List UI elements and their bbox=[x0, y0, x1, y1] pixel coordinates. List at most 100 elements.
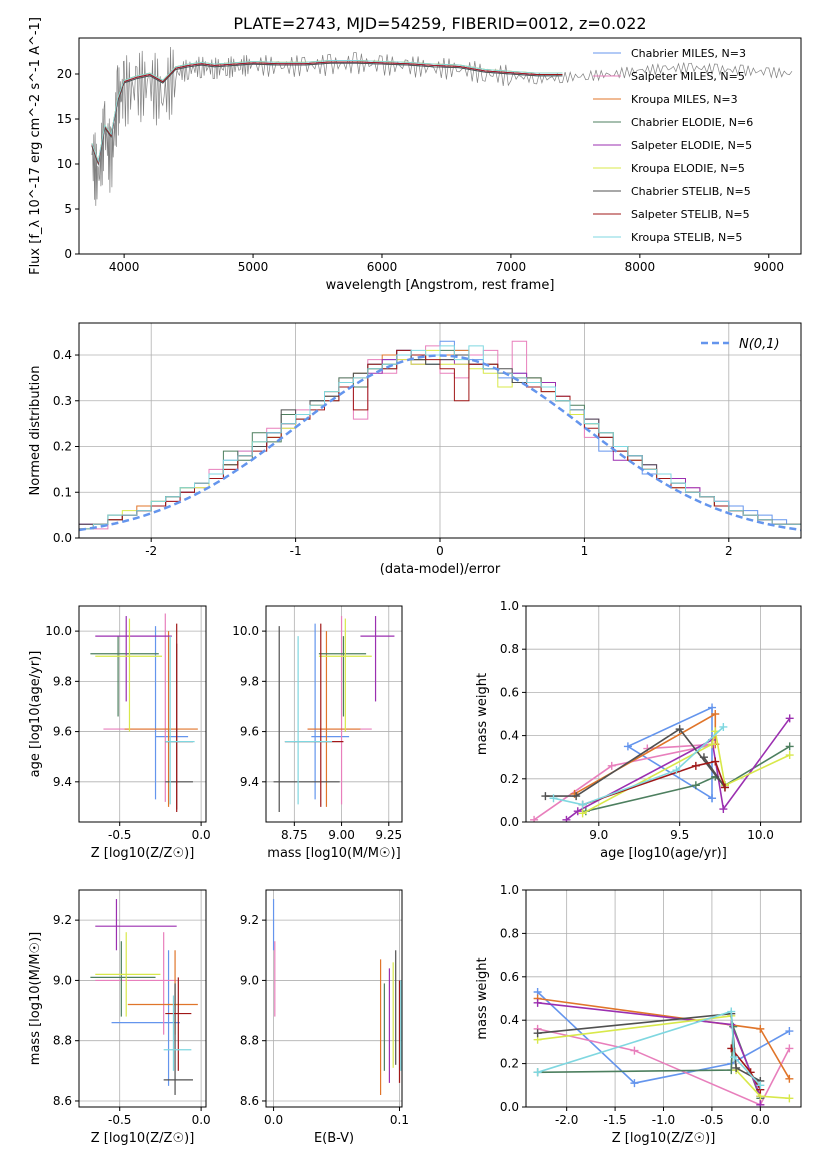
model-line bbox=[91, 62, 563, 166]
axes-frame bbox=[265, 889, 403, 1108]
weight-marker bbox=[533, 1029, 542, 1038]
tick-label-y: 0.0 bbox=[500, 1100, 519, 1114]
tick-label-x: 0 bbox=[436, 544, 444, 558]
model-line bbox=[91, 60, 563, 164]
axis-label-x: (data-model)/error bbox=[380, 562, 501, 577]
weight-marker bbox=[691, 781, 700, 790]
tick-label-x: 9.0 bbox=[589, 828, 608, 842]
tick-label-y: 0.3 bbox=[53, 394, 72, 408]
weight-marker bbox=[785, 1027, 794, 1036]
weight-line bbox=[553, 726, 724, 806]
weight-marker bbox=[785, 742, 794, 751]
spectrum-legend: Chabrier MILES, N=3 Salpeter MILES, N=5 Kr… bbox=[593, 47, 753, 244]
tick-label-y: 8.8 bbox=[53, 1034, 72, 1048]
axis-label-y: mass [log10(M/M☉)] bbox=[28, 932, 43, 1065]
weight-marker bbox=[578, 800, 587, 809]
weight-marker bbox=[533, 1068, 542, 1077]
tick-label-y: 10.0 bbox=[45, 624, 72, 638]
axes-frame bbox=[78, 889, 207, 1108]
residuals-panel: -2 -1 0 1 2 0.0 0.1 0.2 0.3 0.4 (data-model)/error… bbox=[28, 322, 802, 577]
weight-marker bbox=[785, 751, 794, 760]
axis-label-x: Z [log10(Z/Z☉)] bbox=[612, 1131, 716, 1146]
tick-label-x: 8.75 bbox=[281, 828, 308, 842]
weight-marker bbox=[720, 783, 729, 792]
weight-marker bbox=[573, 807, 582, 816]
weight-marker bbox=[623, 742, 632, 751]
axis-label-x: E(B-V) bbox=[314, 1131, 354, 1146]
weight-marker bbox=[578, 809, 587, 818]
tick-label-y: 20 bbox=[57, 67, 72, 81]
weight-line bbox=[537, 1010, 761, 1086]
tick-label-y: 9.6 bbox=[53, 725, 72, 739]
axis-label-y: age [log10(age/yr)] bbox=[28, 651, 43, 778]
weight-marker bbox=[785, 1094, 794, 1103]
model-line bbox=[91, 61, 563, 165]
tick-label-x: -2 bbox=[145, 544, 157, 558]
tick-label-x: -0.5 bbox=[108, 828, 131, 842]
tick-label-x: 9.5 bbox=[670, 828, 689, 842]
tick-label-y: 5 bbox=[64, 202, 72, 216]
axes-frame bbox=[525, 605, 802, 823]
weight-line bbox=[537, 1028, 791, 1106]
legend-entry: N(0,1) bbox=[739, 337, 780, 352]
tick-label-y: 0.4 bbox=[53, 348, 72, 362]
mass_vs_Z-plot-area bbox=[90, 899, 198, 1095]
weight-marker bbox=[699, 753, 708, 762]
weight-marker bbox=[708, 703, 717, 712]
weight-line bbox=[537, 1002, 762, 1105]
tick-label-x: 0.0 bbox=[751, 1113, 770, 1127]
axis-label-x: Z [log10(Z/Z☉)] bbox=[91, 1131, 195, 1146]
tick-label-y: 9.0 bbox=[240, 973, 259, 987]
axes-frame bbox=[78, 37, 802, 255]
tick-label-x: -1.0 bbox=[652, 1113, 675, 1127]
weight-marker bbox=[785, 1044, 794, 1053]
weight-line bbox=[537, 991, 790, 1084]
tick-label-x: -0.5 bbox=[108, 1113, 131, 1127]
legend-entry: Kroupa STELIB, N=5 bbox=[631, 231, 742, 244]
weight-marker bbox=[708, 794, 717, 803]
tick-label-x: 0.0 bbox=[192, 828, 211, 842]
weight-marker bbox=[530, 815, 539, 822]
tick-label-y: 1.0 bbox=[500, 599, 519, 613]
gaussian-curve bbox=[79, 354, 801, 532]
legend-entry: Kroupa ELODIE, N=5 bbox=[631, 162, 745, 175]
weight_vs_Z-plot-area bbox=[533, 987, 794, 1107]
legend-entry: Salpeter ELODIE, N=5 bbox=[631, 139, 752, 152]
weight-marker bbox=[549, 794, 558, 803]
tick-label-y: 9.2 bbox=[240, 913, 259, 927]
tick-label-x: 6000 bbox=[367, 260, 398, 274]
weight-marker bbox=[572, 792, 581, 801]
tick-label-y: 9.8 bbox=[53, 674, 72, 688]
tick-label-y: 0.8 bbox=[500, 642, 519, 656]
weight-marker bbox=[711, 757, 720, 766]
model-line bbox=[91, 61, 563, 165]
tick-label-y: 15 bbox=[57, 112, 72, 126]
model-line bbox=[91, 61, 563, 165]
observed-spectrum-line bbox=[91, 46, 793, 206]
legend-entry: Salpeter MILES, N=5 bbox=[631, 70, 745, 83]
tick-label-y: 0.1 bbox=[53, 485, 72, 499]
weight-marker bbox=[719, 722, 728, 731]
tick-label-y: 8.8 bbox=[240, 1034, 259, 1048]
weight-line bbox=[533, 743, 716, 821]
age_vs_Z-plot-area bbox=[90, 613, 198, 812]
axis-label-x: age [log10(age/yr)] bbox=[600, 846, 727, 861]
tick-label-x: 2 bbox=[725, 544, 733, 558]
tick-label-y: 10.0 bbox=[232, 624, 259, 638]
tick-label-y: 0.4 bbox=[500, 729, 519, 743]
weight-marker bbox=[675, 725, 684, 734]
tick-label-x: 9.00 bbox=[328, 828, 355, 842]
weight-marker bbox=[672, 766, 681, 775]
tick-label-x: 0.0 bbox=[192, 1113, 211, 1127]
weight-marker bbox=[708, 740, 717, 749]
axis-label-y: Flux [f_λ 10^-17 erg cm^-2 s^-1 A^-1] bbox=[28, 17, 43, 275]
tick-label-y: 0.2 bbox=[500, 1057, 519, 1071]
axis-label-x: mass [log10(M/M☉)] bbox=[267, 846, 400, 861]
weight_vs_age-panel: 9.0 9.5 10.0 0.0 0.2 0.4 0.6 0.8 1.0 age [log10(a… bbox=[475, 599, 802, 861]
tick-label-x: -1 bbox=[290, 544, 302, 558]
weight-line bbox=[582, 760, 726, 806]
weight-marker bbox=[756, 1100, 765, 1107]
weight-marker bbox=[719, 805, 728, 814]
tick-label-y: 8.6 bbox=[240, 1094, 259, 1108]
tick-label-x: -1.5 bbox=[603, 1113, 626, 1127]
